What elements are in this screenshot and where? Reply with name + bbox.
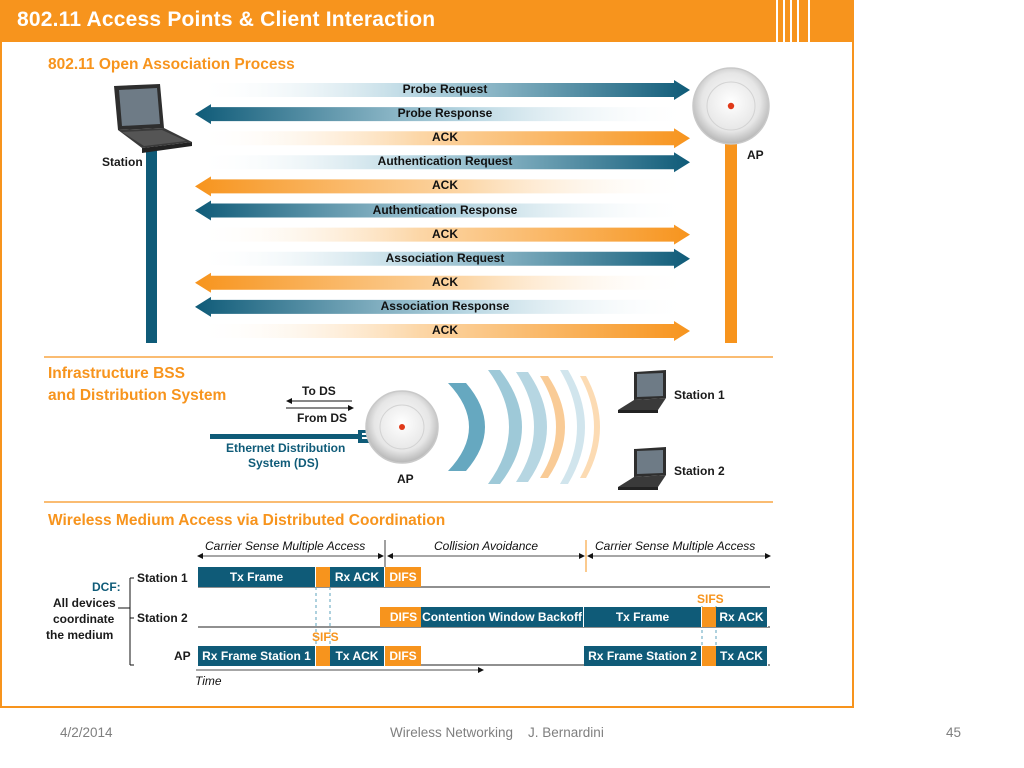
frame-segment: Rx Frame Station 1 xyxy=(198,646,316,666)
infrastructure-title-line2: and Distribution System xyxy=(48,387,227,404)
from-ds-arrow xyxy=(286,405,354,411)
message-label: ACK xyxy=(432,226,458,241)
phase-label: Carrier Sense Multiple Access xyxy=(595,539,756,553)
laptop-icon xyxy=(114,84,192,153)
message-arrow xyxy=(195,321,690,341)
sifs-segment xyxy=(316,567,330,587)
slide-title: 802.11 Access Points & Client Interactio… xyxy=(17,8,436,31)
footer-page-number: 45 xyxy=(946,725,962,740)
message-label: Authentication Request xyxy=(377,154,513,169)
message-arrows xyxy=(195,80,690,341)
to-ds-arrow xyxy=(286,398,352,404)
message-label: Authentication Response xyxy=(372,202,518,217)
ap-timeline-bar xyxy=(725,140,737,343)
message-arrow xyxy=(195,200,690,221)
infrastructure-title-line1: Infrastructure BSS xyxy=(48,365,185,382)
footer-center: Wireless Networking J. Bernardini xyxy=(390,725,604,740)
access-point-icon xyxy=(692,67,770,145)
frame-segment: Rx ACK xyxy=(716,607,768,627)
laptop-icon xyxy=(618,370,666,413)
difs-segment: DIFS xyxy=(386,607,421,627)
sifs-label: SIFS xyxy=(312,630,339,644)
difs-segment: DIFS xyxy=(385,646,421,666)
message-arrow xyxy=(195,176,690,197)
message-arrow xyxy=(195,248,690,269)
station-label: Station xyxy=(102,155,143,169)
message-arrow xyxy=(195,80,690,100)
message-label: Probe Response xyxy=(397,106,493,121)
time-arrow xyxy=(196,667,484,673)
ethernet-ds-label-line2: System (DS) xyxy=(248,456,319,470)
radio-waves-icon xyxy=(448,370,600,484)
title-stripe xyxy=(808,0,810,42)
message-arrow xyxy=(195,104,690,125)
message-label: Probe Request xyxy=(402,82,488,96)
frame-segment: Rx ACK xyxy=(330,567,385,587)
timeline-row-label: AP xyxy=(174,649,191,663)
difs-segment xyxy=(380,607,386,627)
laptop-icon xyxy=(618,447,666,490)
sifs-segment xyxy=(702,646,716,666)
to-ds-label: To DS xyxy=(302,384,336,398)
phase-arrows xyxy=(197,540,771,572)
station2-label: Station 2 xyxy=(674,464,725,478)
phase-label: Carrier Sense Multiple Access xyxy=(205,539,366,553)
message-arrow xyxy=(195,152,690,173)
title-stripe xyxy=(776,0,778,42)
time-label: Time xyxy=(195,674,222,688)
dcf-bracket xyxy=(118,577,134,666)
message-label: ACK xyxy=(432,323,458,337)
from-ds-label: From DS xyxy=(297,411,348,425)
frame-segment: Rx Frame Station 2 xyxy=(584,646,702,666)
access-point-icon xyxy=(365,390,439,464)
message-label: ACK xyxy=(432,178,458,193)
sifs-label: SIFS xyxy=(697,592,724,606)
sifs-segment xyxy=(316,646,330,666)
message-label: Association Request xyxy=(385,250,505,265)
title-stripe xyxy=(797,0,799,42)
dcf-section-title: Wireless Medium Access via Distributed C… xyxy=(48,512,446,529)
dcf-desc-line3: the medium xyxy=(46,628,114,642)
station1-label: Station 1 xyxy=(674,388,725,402)
footer-date: 4/2/2014 xyxy=(60,725,113,740)
dcf-label: DCF: xyxy=(92,580,121,594)
message-label: ACK xyxy=(432,130,458,145)
title-bar: 802.11 Access Points & Client Interactio… xyxy=(0,0,854,42)
message-arrow xyxy=(195,296,690,317)
ap-label: AP xyxy=(747,148,764,162)
message-arrow xyxy=(195,224,690,245)
frame-segment: Tx ACK xyxy=(716,646,768,666)
message-label: Association Response xyxy=(380,298,510,313)
frame-segment: Tx ACK xyxy=(330,646,385,666)
dcf-desc-line1: All devices xyxy=(53,596,116,610)
frame-segment: Contention Window Backoff xyxy=(421,607,584,627)
timeline-row-label: Station 1 xyxy=(137,571,188,585)
ap-label: AP xyxy=(397,472,414,486)
sifs-segment xyxy=(702,607,716,627)
difs-segment: DIFS xyxy=(385,567,421,587)
message-arrow xyxy=(195,272,690,293)
frame-segment: Tx Frame xyxy=(584,607,702,627)
phase-label: Collision Avoidance xyxy=(434,539,539,553)
message-arrow xyxy=(195,128,690,149)
dcf-desc-line2: coordinate xyxy=(53,612,115,626)
ethernet-ds-label-line1: Ethernet Distribution xyxy=(226,441,346,455)
title-stripe xyxy=(790,0,792,42)
frame-segment: Tx Frame xyxy=(198,567,316,587)
station-timeline-bar xyxy=(146,150,157,343)
timeline-row-label: Station 2 xyxy=(137,611,188,625)
title-stripe xyxy=(783,0,785,42)
message-label: ACK xyxy=(432,274,458,289)
association-section-title: 802.11 Open Association Process xyxy=(48,56,295,73)
